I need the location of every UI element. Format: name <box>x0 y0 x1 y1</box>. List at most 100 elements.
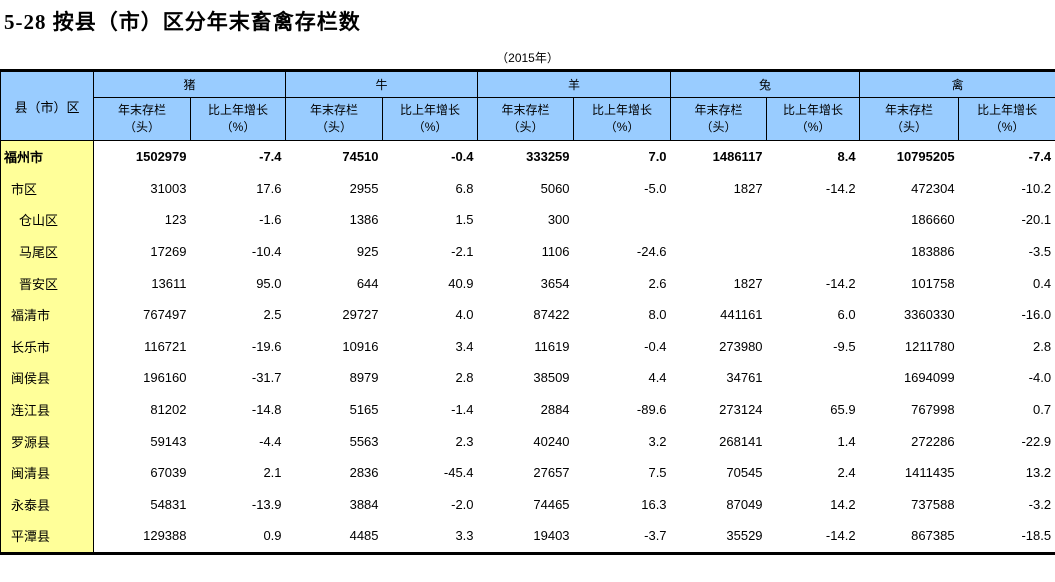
cell-value: 1106 <box>478 236 574 268</box>
cell-value: 1694099 <box>860 362 959 394</box>
cell-value: 35529 <box>671 520 767 553</box>
cell-value: -31.7 <box>191 362 286 394</box>
cell-value: -14.2 <box>767 520 860 553</box>
cell-value: 2.4 <box>767 457 860 489</box>
subheader-row: 年末存栏（头）比上年增长（%）年末存栏（头）比上年增长（%）年末存栏（头）比上年… <box>1 98 1055 141</box>
cell-value: -24.6 <box>574 236 671 268</box>
cell-value: -7.4 <box>959 141 1055 173</box>
cell-value: 67039 <box>94 457 191 489</box>
cell-value: -89.6 <box>574 394 671 426</box>
subheader-growth: 比上年增长（%） <box>383 98 478 141</box>
cell-value: -14.8 <box>191 394 286 426</box>
subheader-stock: 年末存栏（头） <box>860 98 959 141</box>
cell-value: 1411435 <box>860 457 959 489</box>
cell-value: -2.1 <box>383 236 478 268</box>
cell-value: 34761 <box>671 362 767 394</box>
row-label: 晋安区 <box>1 267 94 299</box>
subheader-stock: 年末存栏（头） <box>286 98 383 141</box>
cell-value: -0.4 <box>574 331 671 363</box>
cell-value: 10795205 <box>860 141 959 173</box>
cell-value: -10.2 <box>959 173 1055 205</box>
cell-value: 186660 <box>860 204 959 236</box>
cell-value: 333259 <box>478 141 574 173</box>
cell-value: 13611 <box>94 267 191 299</box>
row-label: 永泰县 <box>1 489 94 521</box>
cell-value: 10916 <box>286 331 383 363</box>
cell-value: -3.2 <box>959 489 1055 521</box>
row-label: 马尾区 <box>1 236 94 268</box>
cell-value: -3.5 <box>959 236 1055 268</box>
group-header-rabbit: 兔 <box>671 71 860 98</box>
cell-value: -5.0 <box>574 173 671 205</box>
group-header-row: 县（市）区 猪 牛 羊 兔 禽 <box>1 71 1055 98</box>
cell-value: 3.2 <box>574 425 671 457</box>
cell-value: 1.4 <box>767 425 860 457</box>
cell-value: -14.2 <box>767 267 860 299</box>
row-label: 市区 <box>1 173 94 205</box>
cell-value: 644 <box>286 267 383 299</box>
cell-value: 272286 <box>860 425 959 457</box>
cell-value: -10.4 <box>191 236 286 268</box>
cell-value: -7.4 <box>191 141 286 173</box>
cell-value: 31003 <box>94 173 191 205</box>
cell-value <box>767 236 860 268</box>
cell-value: 2836 <box>286 457 383 489</box>
cell-value: 3884 <box>286 489 383 521</box>
cell-value: 0.7 <box>959 394 1055 426</box>
cell-value: 5563 <box>286 425 383 457</box>
cell-value: 0.9 <box>191 520 286 553</box>
cell-value <box>671 204 767 236</box>
row-label: 罗源县 <box>1 425 94 457</box>
cell-value: -4.0 <box>959 362 1055 394</box>
cell-value: 1.5 <box>383 204 478 236</box>
cell-value: 2.8 <box>383 362 478 394</box>
row-label: 仓山区 <box>1 204 94 236</box>
cell-value: -20.1 <box>959 204 1055 236</box>
cell-value: 2884 <box>478 394 574 426</box>
cell-value: 74465 <box>478 489 574 521</box>
cell-value: 3360330 <box>860 299 959 331</box>
cell-value: 925 <box>286 236 383 268</box>
row-label: 连江县 <box>1 394 94 426</box>
subheader-stock: 年末存栏（头） <box>671 98 767 141</box>
cell-value: 8.0 <box>574 299 671 331</box>
cell-value: 273124 <box>671 394 767 426</box>
cell-value: 8979 <box>286 362 383 394</box>
cell-value: -14.2 <box>767 173 860 205</box>
cell-value: 196160 <box>94 362 191 394</box>
cell-value: 59143 <box>94 425 191 457</box>
cell-value: 38509 <box>478 362 574 394</box>
cell-value: 81202 <box>94 394 191 426</box>
cell-value: 3.3 <box>383 520 478 553</box>
cell-value: 472304 <box>860 173 959 205</box>
col-header-region: 县（市）区 <box>1 71 94 141</box>
group-header-poultry: 禽 <box>860 71 1055 98</box>
subheader-growth: 比上年增长（%） <box>191 98 286 141</box>
row-label: 闽清县 <box>1 457 94 489</box>
row-label: 平潭县 <box>1 520 94 553</box>
cell-value: 767497 <box>94 299 191 331</box>
cell-value: 1502979 <box>94 141 191 173</box>
cell-value: 183886 <box>860 236 959 268</box>
cell-value: 19403 <box>478 520 574 553</box>
cell-value: -9.5 <box>767 331 860 363</box>
cell-value: 268141 <box>671 425 767 457</box>
cell-value: 74510 <box>286 141 383 173</box>
cell-value: 300 <box>478 204 574 236</box>
cell-value: 441161 <box>671 299 767 331</box>
cell-value: 2955 <box>286 173 383 205</box>
cell-value: -18.5 <box>959 520 1055 553</box>
cell-value: 40240 <box>478 425 574 457</box>
group-header-pig: 猪 <box>94 71 286 98</box>
cell-value: 8.4 <box>767 141 860 173</box>
cell-value <box>767 204 860 236</box>
cell-value: 40.9 <box>383 267 478 299</box>
subheader-stock: 年末存栏（头） <box>94 98 191 141</box>
